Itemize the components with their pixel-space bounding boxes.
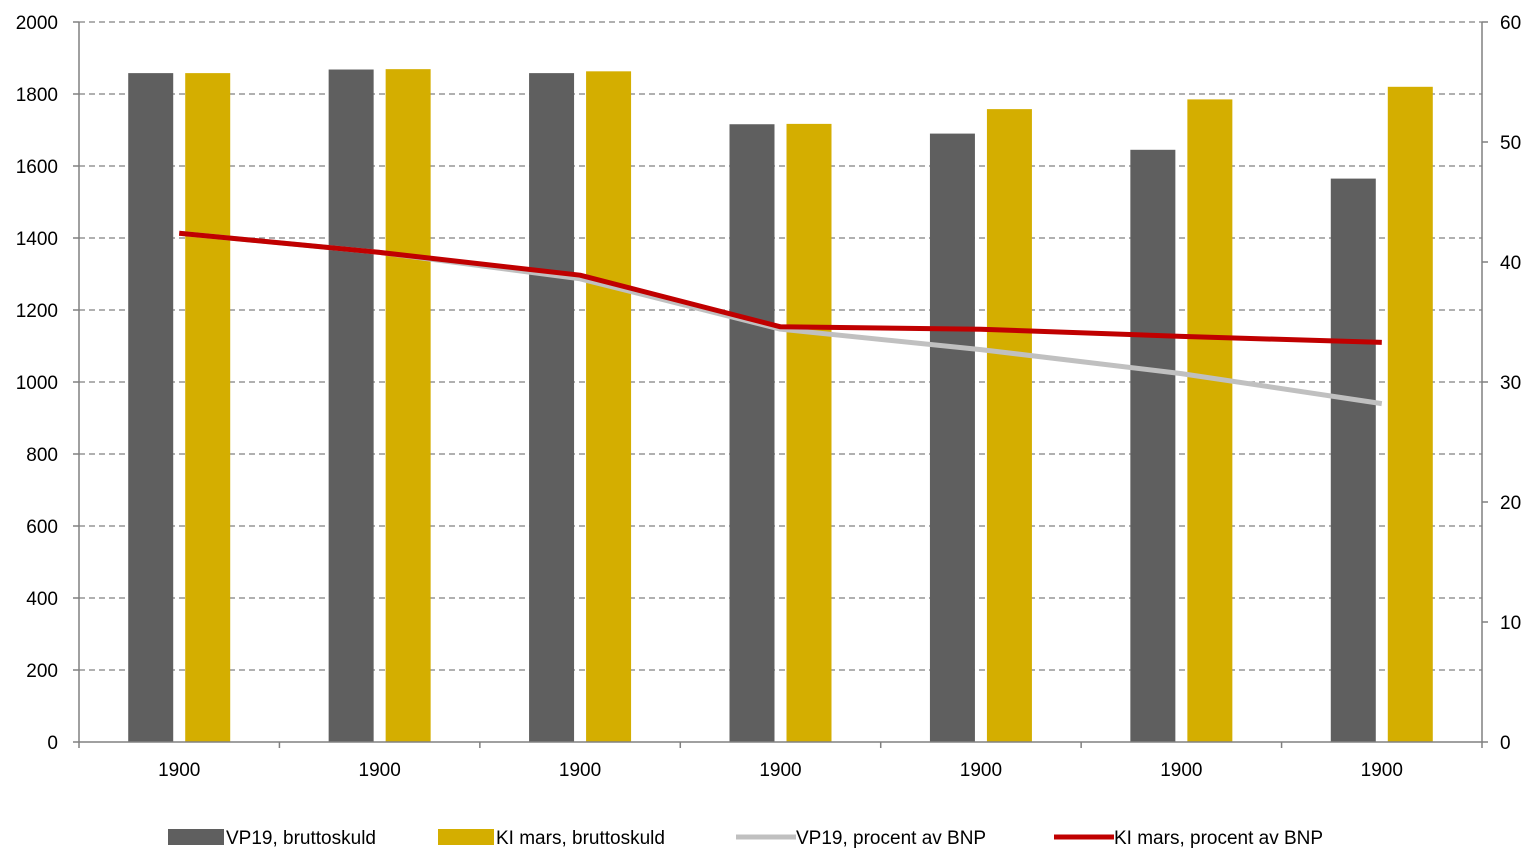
left-axis-tick-label: 800 [26, 445, 58, 466]
legend-label: KI mars, bruttoskuld [496, 828, 665, 849]
bar-ki-mars-5 [1187, 99, 1233, 742]
left-axis-tick-label: 1200 [16, 301, 58, 322]
bar-vp19-0 [128, 73, 174, 743]
lines [178, 230, 1383, 407]
left-axis-tick-label: 200 [26, 661, 58, 682]
bar-vp19-4 [929, 133, 975, 743]
gridlines [79, 21, 1482, 671]
bar-ki-mars-3 [786, 123, 832, 742]
line-ki-mars-procent [178, 230, 1382, 345]
bar-vp19-5 [1130, 149, 1176, 743]
bars [128, 69, 1433, 743]
left-axis-tick-label: 400 [26, 589, 58, 610]
right-axis-tick-label: 40 [1500, 253, 1521, 274]
right-axis-tick-label: 30 [1500, 373, 1521, 394]
legend-label: KI mars, procent av BNP [1114, 828, 1323, 849]
legend: VP19, bruttoskuld KI mars, bruttoskuld VP1… [168, 828, 1323, 849]
right-axis-tick-label: 60 [1500, 13, 1521, 34]
right-axis-tick-label: 0 [1500, 733, 1511, 754]
bar-ki-mars-0 [185, 73, 231, 743]
left-axis-tick-label: 1000 [16, 373, 58, 394]
legend-label: VP19, procent av BNP [796, 828, 986, 849]
left-axis-tick-label: 2000 [16, 13, 58, 34]
bar-vp19-3 [729, 124, 775, 743]
left-axis-tick-label: 600 [26, 517, 58, 538]
left-axis-tick-label: 1400 [16, 229, 58, 250]
x-axis-tick-label: 1900 [1160, 760, 1202, 781]
bar-ki-mars-2 [586, 71, 632, 742]
right-axis-tick-label: 50 [1500, 133, 1521, 154]
bar-vp19-2 [529, 73, 575, 743]
bar-vp19-1 [328, 69, 374, 742]
x-axis-tick-label: 1900 [1361, 760, 1403, 781]
x-axis-tick-label: 1900 [158, 760, 200, 781]
bar-ki-mars-6 [1387, 86, 1433, 743]
axes: 0 200 400 600 800 1000 1200 1400 1600 1800 2000 0 10… [16, 13, 1521, 781]
x-axis-tick-label: 1900 [759, 760, 801, 781]
x-axis-tick-label: 1900 [359, 760, 401, 781]
right-axis-tick-label: 10 [1500, 613, 1521, 634]
legend-label: VP19, bruttoskuld [226, 828, 376, 849]
bar-vp19-6 [1330, 178, 1376, 743]
x-axis-tick-label: 1900 [559, 760, 601, 781]
left-axis-tick-label: 1600 [16, 157, 58, 178]
legend-swatch-ki-mars-bar [438, 829, 494, 845]
left-axis-tick-label: 0 [47, 733, 58, 754]
left-axis-tick-label: 1800 [16, 85, 58, 106]
legend-swatch-vp19-bar [168, 829, 224, 845]
bar-ki-mars-4 [986, 109, 1032, 743]
x-axis-tick-label: 1900 [960, 760, 1002, 781]
right-axis-tick-label: 20 [1500, 493, 1521, 514]
bar-ki-mars-1 [385, 69, 431, 742]
